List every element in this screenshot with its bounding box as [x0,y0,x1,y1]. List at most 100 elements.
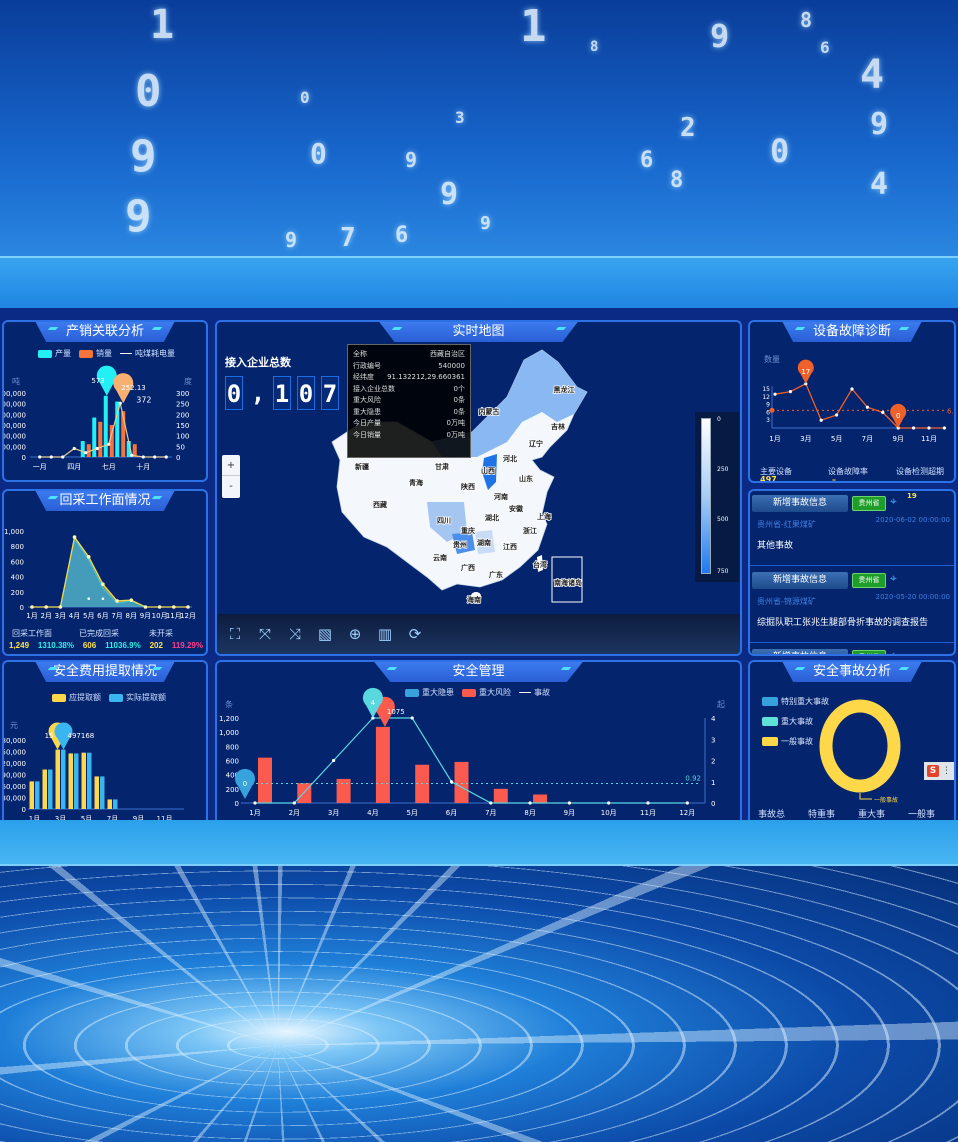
tooltip-key: 全称 [353,350,367,358]
x-tick-label: 5月 [406,809,417,817]
x-tick-label: 2月 [289,809,300,817]
line-point [30,605,34,609]
x-tick-label: 7月 [862,435,873,443]
slice-label: 一般事故 [874,796,898,804]
legend-item[interactable]: 一般事故 [762,732,829,752]
bar-due [68,753,73,809]
accident-time: 2020-05-20 00:00:00 [875,593,950,601]
tooltip-value: 西藏自治区 [430,350,465,358]
marker-pin-label: 15 [45,732,54,740]
line-point [44,605,48,609]
bar-production [80,441,85,457]
line-point [489,801,493,805]
marker-pin-label: 1075 [387,708,405,716]
line-point [141,455,145,459]
y-tick-label: 200,000 [4,433,26,441]
x-tick-label: 9月 [133,815,144,821]
building-icon[interactable]: ▥ [377,625,393,643]
legend-item[interactable]: 重大事故 [762,712,829,732]
y-tick-label: 300 [176,390,189,398]
legend-item-major-risk[interactable]: 重大风险 [462,687,511,698]
province-label: 台湾 [533,560,547,569]
new-accident-button[interactable]: 新增事故信息 [752,649,848,654]
bar-production [92,417,97,457]
background-digit: 8 [800,8,813,32]
accident-item[interactable]: 新增事故信息 贵州省 ⌖ 19 贵州省-红果煤矿 2020-06-02 00:00:00 其… [750,491,954,566]
legend-label: 吨煤耗电量 [135,349,175,358]
legend-item-hidden-danger[interactable]: 重大隐患 [405,687,454,698]
legend-item-production[interactable]: 产量 [38,348,71,359]
line-point [129,598,134,602]
background-digit: 0 [300,88,310,107]
line-point [86,555,91,559]
legend-item-due[interactable]: 应提取额 [52,692,101,703]
y-tick-label: 1,000 [219,729,239,737]
refresh-icon[interactable]: ⟳ [408,625,422,643]
accident-description[interactable]: 其他事故 [757,541,794,551]
ime-menu-icon[interactable]: ⋮ [942,766,951,776]
new-accident-button[interactable]: 新增事故信息 [752,495,848,512]
right-unit: 起 [717,700,725,709]
x-tick-label: 6月 [97,612,108,620]
collapse-icon[interactable]: ⤨ [288,625,301,643]
bar-sales [86,444,91,457]
location-pin-icon[interactable]: ⌖ [890,648,897,656]
bar-actual [35,781,40,809]
legend-item[interactable]: 特别重大事故 [762,692,829,712]
province-label: 湖北 [485,513,499,522]
background-digit: 9 [285,228,298,252]
x-tick-label: 6月 [446,809,457,817]
accident-item[interactable]: 新增事故信息 贵州省 ⌖ 贵州省-锦源煤矿 2020-05-20 00:00:00 综掘队… [750,568,954,643]
map-region-inner-mongolia [432,350,587,457]
province-label: 江西 [503,542,517,551]
tooltip-key: 接入企业总数 [353,384,395,393]
ime-widget[interactable]: S ⋮ [924,762,954,780]
fullscreen-icon[interactable]: ⛶ [229,625,241,643]
marker-pin: 252.13 [113,373,146,404]
province-label: 山西 [481,466,495,475]
y-tick-label: 2 [711,758,715,766]
zoom-in-button[interactable]: + [222,455,240,476]
legend-item-actual[interactable]: 实际提取额 [109,692,166,703]
marker-pin: 497168 [54,722,94,750]
bar-actual [61,749,66,809]
stat-value: 606 [82,641,97,650]
marker-pin: 573 [91,365,117,396]
province-label: 青海 [409,478,423,487]
bar-sales [132,444,137,457]
tooltip-key: 今日产量 [353,419,381,427]
tooltip-value: 0条 [453,407,465,416]
expand-icon[interactable]: ⤧ [258,625,271,643]
background-digit: 8 [590,39,599,55]
zoom-out-button[interactable]: - [229,481,233,492]
accident-description[interactable]: 综掘队职工张兆生腿部骨折事故的调查报告 [757,618,929,628]
panel-accident-list[interactable]: 新增事故信息 贵州省 ⌖ 19 贵州省-红果煤矿 2020-06-02 00:00:00 其… [748,489,956,656]
location-pin-icon[interactable]: ⌖ [890,571,897,585]
legend-item-sales[interactable]: 销量 [79,348,112,359]
province-label: 山东 [519,474,533,483]
legend-item-power[interactable]: 吨煤耗电量 [120,348,175,359]
visual-map-legend[interactable]: 0 250 500 750 [695,412,739,582]
legend-label: 销量 [96,349,112,358]
y-tick-label: 800 [11,543,24,551]
accident-site: 贵州省-红果煤矿 [757,520,816,529]
y-tick-label: 400,000 [4,411,26,419]
visual-map-label: 0 [717,416,721,423]
background-digit: 7 [340,223,356,253]
legend-item-accident[interactable]: 事故 [519,687,550,698]
map-layer-icon[interactable]: ▧ [317,625,333,643]
location-pin-icon[interactable]: ⌖ [890,494,897,508]
new-accident-button[interactable]: 新增事故信息 [752,572,848,589]
line-point [804,382,808,386]
globe-icon[interactable]: ⊕ [348,625,362,643]
bar-major-risk [258,757,272,803]
line-point [101,597,105,600]
visual-map-gradient[interactable] [701,418,711,574]
line-point [95,446,99,451]
panel-equipment: 设备故障诊断 数量 3 6 9 12 15 1月 3月 5月 7月 9月 11月 6.8 17 0 主要设… [748,320,956,483]
sogou-icon: S [927,765,939,777]
background-digit: 1 [150,2,175,48]
x-tick-label: 3月 [328,809,339,817]
